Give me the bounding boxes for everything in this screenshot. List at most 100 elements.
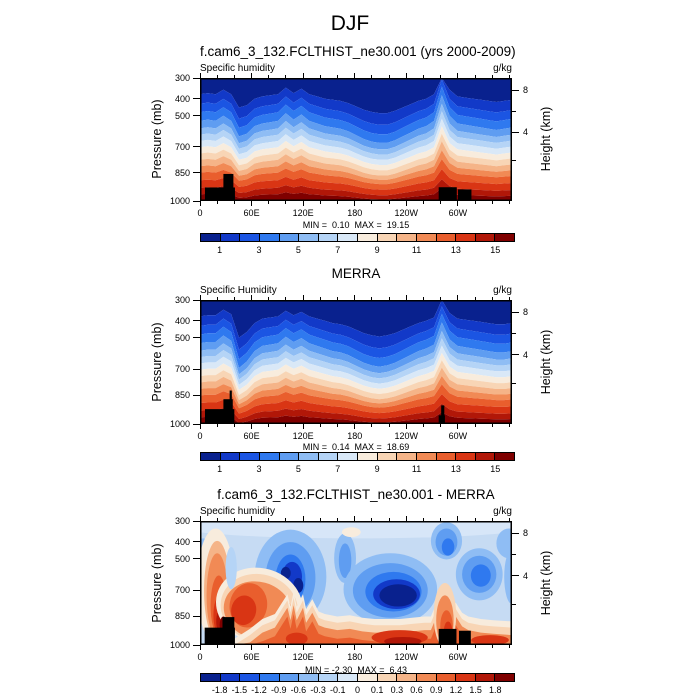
colorbar-label: 1 (217, 464, 223, 474)
contour-band (200, 338, 512, 385)
contour-band (200, 159, 512, 190)
colorbar-label: 11 (411, 245, 422, 255)
y-tick-left (193, 644, 200, 646)
main-title: DJF (330, 12, 370, 35)
y-tick-label-left: 300 (174, 516, 190, 526)
y-tick-label-left: 850 (174, 611, 190, 622)
x-tick-label: 0 (197, 652, 203, 662)
y-tick-left (193, 337, 200, 339)
panel3-right-axis-title: Height (km) (539, 550, 553, 616)
y-tick-left (193, 423, 200, 425)
x-tick-minor (508, 201, 510, 204)
x-tick-minor (491, 645, 493, 648)
contour-band (200, 78, 512, 125)
x-tick-major-top (457, 295, 459, 300)
x-tick-minor-top (337, 297, 339, 300)
x-tick-minor-top (491, 518, 493, 521)
x-tick-minor (371, 424, 373, 427)
x-tick-minor-top (216, 297, 218, 300)
colorbar-cell (299, 234, 319, 241)
x-tick-minor (422, 201, 424, 204)
x-tick-major (457, 201, 459, 206)
colorbar-cell (475, 674, 496, 681)
x-tick-minor (491, 424, 493, 427)
x-tick-label: 60E (243, 208, 260, 218)
x-tick-minor (285, 424, 287, 427)
y-tick-left (193, 320, 200, 322)
colorbar-label: 5 (295, 464, 301, 474)
plot-border (200, 521, 512, 645)
panel1-title: f.cam6_3_132.FCLTHIST_ne30.001 (yrs 2000… (200, 44, 516, 59)
x-tick-minor-top (268, 518, 270, 521)
panel3-minmax: MIN = -2.30 MAX = 6.43 (304, 665, 408, 675)
x-tick-label: 60E (243, 431, 260, 441)
contour-band (200, 306, 512, 360)
diff-blob (471, 635, 509, 645)
x-tick-minor (388, 645, 390, 648)
x-tick-minor (388, 201, 390, 204)
panel3-units-label: g/kg (493, 506, 512, 517)
x-tick-minor (388, 424, 390, 427)
y-tick-left (193, 615, 200, 617)
colorbar-label: -1.5 (231, 685, 248, 695)
y-tick-label-left: 1000 (169, 640, 190, 650)
diff-blob (341, 527, 361, 538)
colorbar-cell (201, 453, 221, 460)
x-tick-minor-top (337, 75, 339, 78)
x-tick-minor-top (371, 75, 373, 78)
x-tick-major-top (405, 73, 407, 78)
x-tick-major (354, 645, 356, 650)
x-tick-major (199, 201, 201, 206)
diff-blob (338, 543, 352, 579)
y-tick-right-minor (512, 110, 516, 112)
panel2-title: MERRA (331, 266, 381, 281)
x-tick-label: 60W (448, 208, 468, 218)
contour-band (200, 300, 512, 350)
x-tick-label: 60W (448, 431, 468, 441)
x-tick-label: 120W (394, 208, 419, 218)
colorbar-label: 1.8 (489, 685, 502, 695)
topography (222, 617, 235, 645)
x-tick-minor-top (285, 518, 287, 521)
x-tick-minor (422, 645, 424, 648)
x-tick-minor (491, 201, 493, 204)
colorbar-cell (397, 453, 417, 460)
x-tick-minor (422, 424, 424, 427)
panel2-units-label: g/kg (493, 285, 512, 296)
colorbar-label: 1.2 (449, 685, 463, 695)
colorbar-cell (456, 234, 476, 241)
x-tick-label: 0 (197, 208, 203, 218)
colorbar-cell (495, 453, 514, 460)
colorbar-cell (318, 453, 339, 460)
x-tick-label: 120W (394, 652, 419, 662)
contour-band (200, 376, 512, 409)
colorbar-cell (338, 453, 358, 460)
y-tick-label-right: 4 (523, 349, 529, 360)
x-tick-minor (474, 645, 476, 648)
colorbar-label: -1.2 (251, 685, 267, 695)
colorbar-cell (358, 453, 378, 460)
x-tick-major (457, 424, 459, 429)
y-tick-left (193, 200, 200, 202)
contour-band (200, 169, 512, 196)
contour-band (200, 403, 512, 424)
colorbar-label: 0.1 (370, 685, 384, 695)
x-tick-minor (474, 201, 476, 204)
contour-band (200, 111, 512, 160)
y-tick-label-left: 500 (174, 110, 190, 121)
colorbar-cell (416, 453, 437, 460)
y-tick-left (193, 541, 200, 543)
colorbar-label: 3 (256, 245, 262, 255)
x-tick-minor-top (508, 297, 510, 300)
colorbar-label: -0.6 (290, 685, 307, 695)
contour-band (200, 79, 512, 135)
y-tick-right-minor (512, 159, 516, 161)
y-tick-label-left: 400 (174, 315, 190, 326)
y-tick-right (512, 575, 519, 577)
y-tick-label-left: 300 (174, 295, 190, 305)
contour-band (200, 313, 512, 368)
x-tick-major-top (405, 516, 407, 521)
y-tick-left (193, 394, 200, 396)
colorbar-label: 7 (335, 464, 341, 474)
colorbar-label: 7 (335, 245, 341, 255)
